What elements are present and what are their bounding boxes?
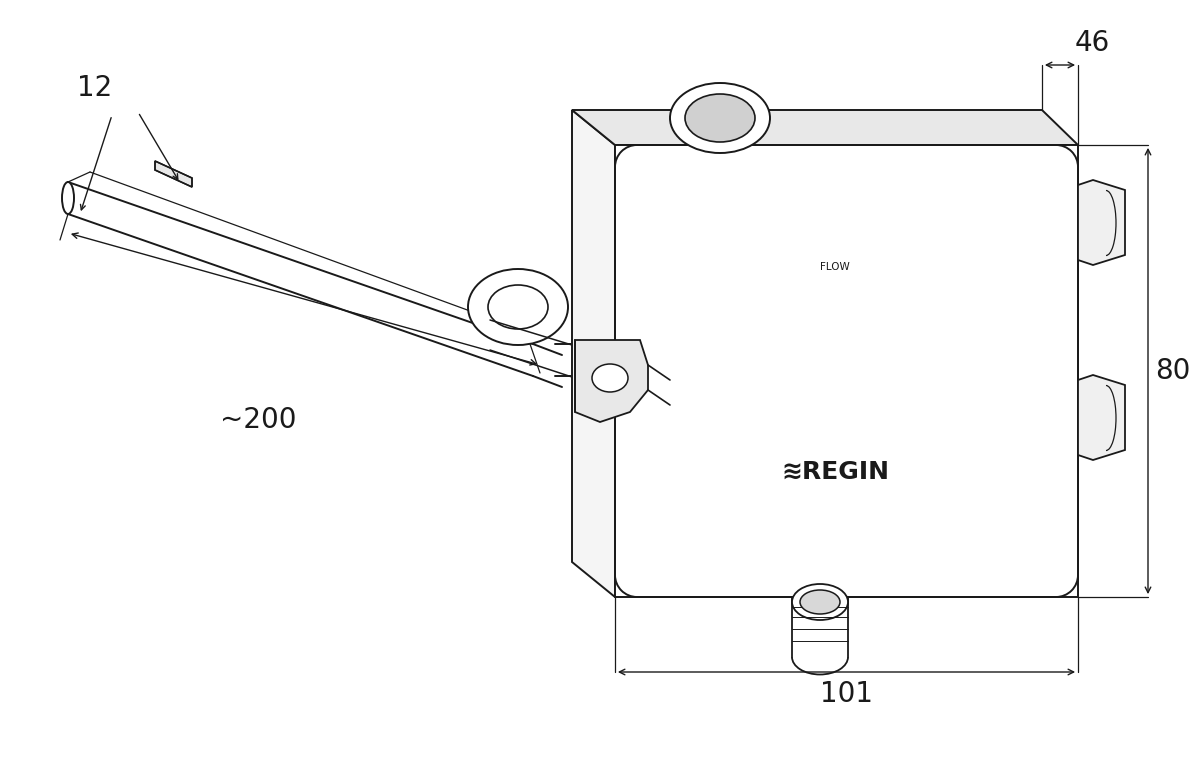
Ellipse shape — [670, 83, 770, 153]
Text: 80: 80 — [1156, 357, 1190, 385]
Text: ≋REGIN: ≋REGIN — [781, 460, 889, 484]
Ellipse shape — [685, 94, 755, 142]
Polygon shape — [1078, 180, 1126, 265]
Polygon shape — [1078, 375, 1126, 460]
Ellipse shape — [488, 285, 548, 329]
Polygon shape — [572, 110, 1078, 145]
Ellipse shape — [800, 590, 840, 614]
Ellipse shape — [62, 182, 74, 214]
Text: FLOW: FLOW — [820, 262, 850, 272]
Text: 101: 101 — [820, 680, 874, 708]
Polygon shape — [616, 145, 1078, 597]
Text: 46: 46 — [1074, 29, 1110, 57]
Ellipse shape — [468, 269, 568, 345]
Polygon shape — [155, 161, 192, 187]
Text: 12: 12 — [77, 74, 113, 102]
Ellipse shape — [592, 364, 628, 392]
Ellipse shape — [792, 584, 848, 620]
Polygon shape — [572, 110, 616, 597]
Polygon shape — [575, 340, 648, 422]
Text: ~200: ~200 — [220, 406, 296, 434]
